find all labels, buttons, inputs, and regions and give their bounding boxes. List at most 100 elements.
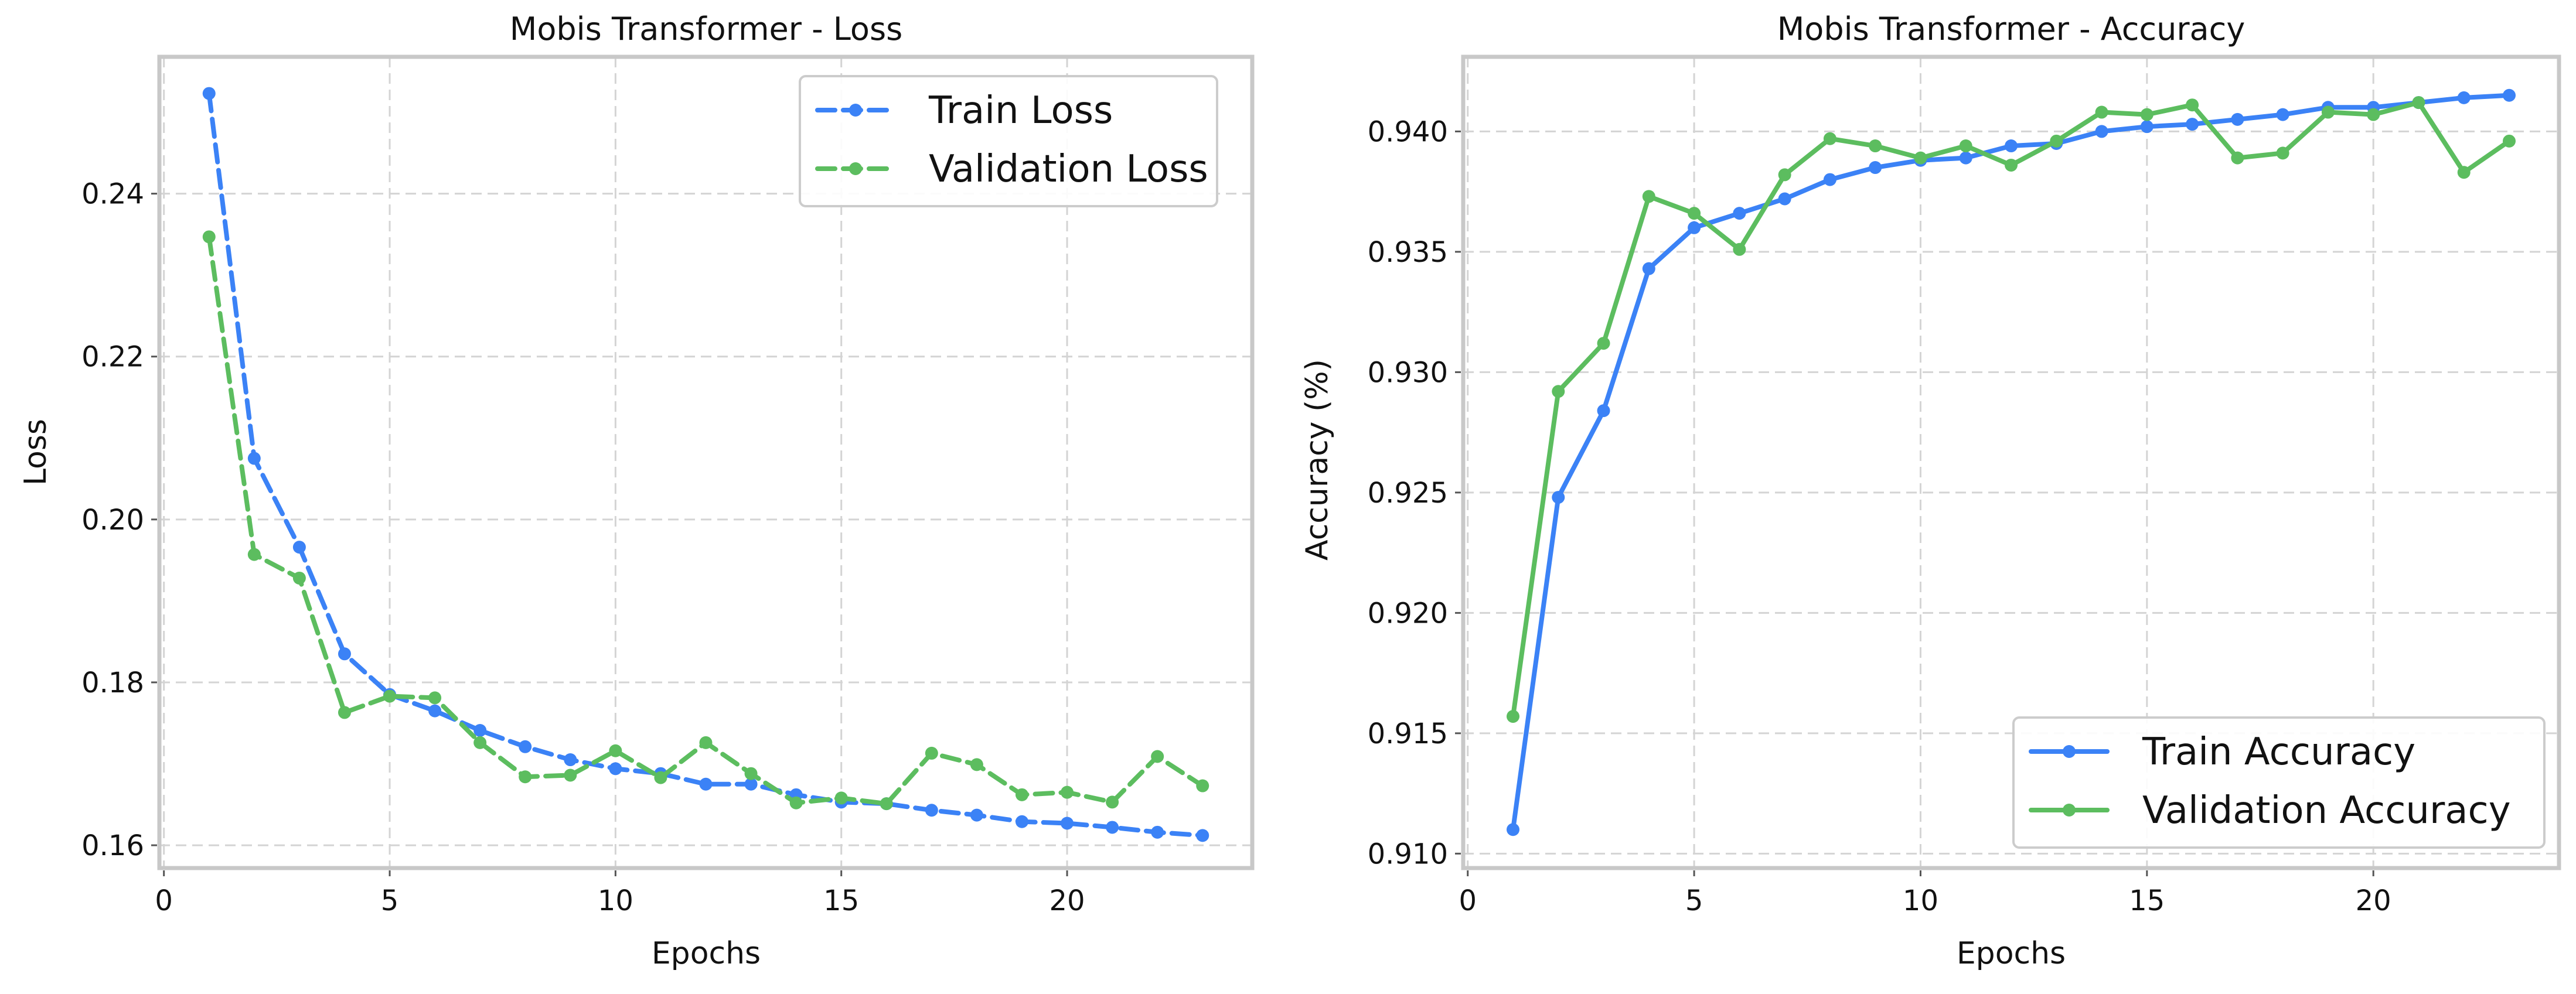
- accuracy-validation-point: [2140, 108, 2154, 121]
- accuracy-x-tick-label: 10: [1903, 884, 1938, 917]
- loss-y-tick-label: 0.18: [81, 667, 144, 699]
- loss-train-point: [1061, 817, 1074, 830]
- accuracy-y-tick-label: 0.910: [1368, 838, 1448, 870]
- accuracy-train-point: [2005, 139, 2018, 153]
- accuracy-legend-box: [2012, 716, 2546, 849]
- accuracy-x-tick-label: 20: [2356, 884, 2391, 917]
- loss-validation-point: [383, 689, 397, 703]
- loss-legend-validation-marker: [849, 162, 862, 175]
- loss-train-point: [1106, 821, 1119, 834]
- accuracy-train-point: [1642, 262, 1655, 275]
- accuracy-train-point: [2276, 108, 2289, 121]
- accuracy-chart-title: Mobis Transformer - Accuracy: [1777, 11, 2246, 47]
- accuracy-y-tick-label: 0.935: [1368, 236, 1448, 269]
- loss-x-tick-label: 0: [155, 884, 173, 917]
- loss-y-tick-label: 0.16: [81, 829, 144, 862]
- accuracy-x-tick-label: 5: [1685, 884, 1703, 917]
- accuracy-legend-validation-marker: [2063, 804, 2076, 817]
- loss-validation-point: [609, 744, 622, 757]
- loss-validation-point: [564, 768, 577, 782]
- loss-chart-title: Mobis Transformer - Loss: [510, 11, 903, 47]
- accuracy-validation-point: [2231, 151, 2244, 165]
- loss-validation-point: [1106, 795, 1119, 809]
- loss-train-point: [564, 753, 577, 767]
- loss-validation-point: [744, 767, 758, 780]
- loss-validation-point: [654, 771, 667, 784]
- loss-train-point: [744, 777, 758, 791]
- loss-train-point: [292, 541, 306, 554]
- accuracy-x-tick-label: 0: [1459, 884, 1477, 917]
- loss-validation-point: [1061, 785, 1074, 799]
- loss-validation-point: [834, 791, 848, 805]
- loss-validation-point: [789, 796, 803, 809]
- loss-validation-point: [925, 746, 938, 760]
- loss-train-point: [519, 740, 532, 753]
- accuracy-validation-point: [1642, 190, 1655, 203]
- loss-validation-point: [699, 736, 713, 749]
- accuracy-legend-validation-label: Validation Accuracy: [2142, 789, 2511, 832]
- loss-train-point: [338, 647, 351, 661]
- accuracy-y-tick-label: 0.920: [1368, 597, 1448, 630]
- accuracy-validation-point: [1778, 168, 1791, 182]
- accuracy-y-tick-label: 0.925: [1368, 477, 1448, 510]
- loss-legend-box: [799, 75, 1218, 207]
- loss-train-point: [247, 452, 261, 465]
- accuracy-validation-point: [1823, 132, 1836, 145]
- loss-train-point: [970, 808, 983, 822]
- loss-validation-point: [338, 706, 351, 719]
- accuracy-validation-point: [2412, 96, 2425, 110]
- loss-validation-point: [473, 736, 487, 749]
- loss-train-point: [1151, 825, 1164, 839]
- accuracy-validation-point: [1688, 207, 1701, 220]
- loss-validation-point: [292, 571, 306, 585]
- accuracy-validation-point: [1914, 151, 1927, 165]
- accuracy-train-point: [1597, 404, 1610, 418]
- accuracy-train-point: [1959, 151, 1972, 165]
- loss-train-point: [428, 704, 442, 718]
- accuracy-validation-point: [2005, 158, 2018, 172]
- accuracy-train-point: [1823, 173, 1836, 186]
- accuracy-train-point: [1688, 221, 1701, 234]
- loss-train-point: [609, 762, 622, 776]
- loss-train-line: [206, 91, 1205, 838]
- accuracy-y-axis-label: Accuracy (%): [1300, 359, 1335, 561]
- loss-train-point: [699, 777, 713, 791]
- loss-validation-point: [880, 797, 893, 811]
- loss-y-tick-label: 0.20: [81, 504, 144, 537]
- loss-legend-train-marker: [849, 104, 862, 117]
- accuracy-legend-train-label: Train Accuracy: [2142, 730, 2415, 774]
- loss-validation-point: [428, 691, 442, 705]
- accuracy-y-tick-label: 0.915: [1368, 718, 1448, 750]
- loss-train-point: [202, 87, 216, 100]
- accuracy-train-point: [1507, 823, 1519, 836]
- accuracy-validation-point: [2367, 108, 2380, 121]
- loss-train-point: [473, 723, 487, 737]
- accuracy-validation-point: [2050, 134, 2063, 148]
- accuracy-train-point: [2186, 118, 2199, 131]
- accuracy-train-point: [1778, 192, 1791, 206]
- accuracy-train-point: [1733, 207, 1746, 220]
- loss-validation-point: [1015, 788, 1028, 801]
- accuracy-validation-point: [2186, 98, 2199, 112]
- accuracy-validation-point: [1507, 710, 1519, 723]
- accuracy-validation-point: [2095, 105, 2108, 119]
- accuracy-chart-panel: Mobis Transformer - Accuracy Epochs Accu…: [1300, 11, 2561, 971]
- accuracy-legend-train-marker: [2063, 745, 2076, 758]
- loss-validation-point: [1151, 750, 1164, 763]
- accuracy-validation-line: [1511, 100, 2512, 719]
- accuracy-train-point: [1869, 161, 1882, 175]
- accuracy-train-point: [2231, 112, 2244, 126]
- accuracy-validation-point: [1959, 139, 1972, 153]
- accuracy-validation-point: [1869, 139, 1882, 153]
- loss-y-tick-label: 0.24: [81, 178, 144, 211]
- loss-train-point: [1196, 829, 1209, 842]
- loss-chart-panel: Mobis Transformer - Loss Epochs Loss 0 5 1…: [18, 11, 1255, 971]
- accuracy-x-tick-label: 15: [2129, 884, 2165, 917]
- accuracy-x-axis-label: Epochs: [1957, 936, 2066, 971]
- accuracy-y-tick-label: 0.940: [1368, 115, 1448, 148]
- accuracy-validation-point: [2457, 166, 2471, 179]
- accuracy-train-point: [1552, 491, 1565, 504]
- loss-validation-point: [202, 230, 216, 244]
- accuracy-train-point: [2457, 91, 2471, 104]
